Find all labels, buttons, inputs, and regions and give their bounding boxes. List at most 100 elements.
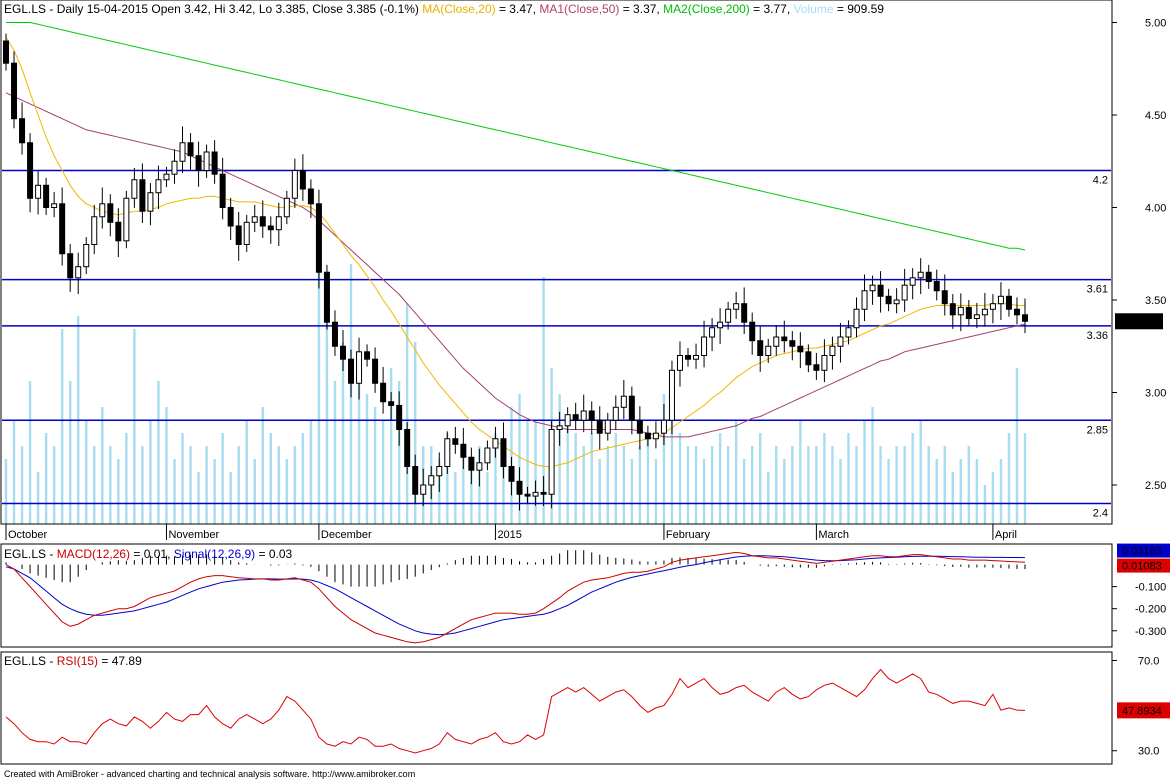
candle-body [564,414,571,427]
moving-averages [5,22,1026,467]
candle-body [660,419,667,434]
volume-bar [887,459,890,524]
volume-bar [718,433,722,524]
level-label: 2.4 [1093,508,1108,520]
candle-body [484,447,491,464]
candle [805,344,812,373]
macd-line [5,551,1026,644]
candle [275,202,282,246]
volume-bar [542,277,545,524]
rsi-tick-label: 70.0 [1138,656,1159,668]
candle [452,426,459,454]
candle-body [211,151,218,175]
macd-tick-label: -0.100 [1135,582,1166,594]
candle-body [636,419,643,434]
volume-bar [502,446,505,524]
candle [75,252,82,295]
candle-body [925,271,932,282]
candle [67,244,74,292]
candle-body [51,203,58,209]
candle-body [540,491,547,495]
volume-bar [686,446,690,524]
volume-bars [4,264,1027,524]
signal-line [5,555,1026,636]
candle-body [508,466,515,482]
candle [1005,288,1012,317]
candle [588,401,595,435]
candle [99,187,106,229]
candle-body [339,345,346,360]
candle-body [107,203,114,223]
candle [556,411,563,446]
ma200-legend: MA2(Close,200) [663,2,750,16]
candle [540,476,547,507]
volume-bar [117,459,120,524]
candle-body [243,221,250,246]
candle-body [580,410,587,421]
volume-bar [622,446,626,524]
volume-bar [414,342,417,524]
volume-bar [951,472,954,524]
candle [155,165,162,209]
volume-bar [654,459,658,524]
candle [43,177,50,215]
candle-body [909,277,916,286]
candle-body [516,480,523,495]
time-axis: October November December 2015 February March… [2,523,1111,541]
candle-body [532,491,539,497]
volume-bar [293,446,297,524]
time-label: December [321,529,372,541]
candle [259,200,266,238]
time-label: April [995,529,1017,541]
time-label: October [8,529,47,541]
volume-bar [919,420,922,524]
volume-bar [470,459,473,524]
volume-bar [863,420,866,524]
volume-bar [534,420,537,524]
rsi-value: = 47.89 [101,654,142,668]
volume-bar [52,446,56,524]
candle-body [548,429,555,495]
volume-bar [125,433,128,524]
candle [685,348,692,367]
volume-bar [269,433,272,524]
candle-body [476,462,483,471]
candle [949,294,956,329]
candle [219,157,226,220]
volume-bar [606,446,609,524]
candle-body [315,203,322,273]
level-label: 3.61 [1087,284,1108,296]
candle-body [620,395,627,408]
time-label: November [168,529,219,541]
candle-body [388,401,395,406]
candle [492,426,499,458]
candle-body [396,404,403,431]
rsi-line [5,668,1026,754]
candle-body [500,438,507,467]
volume-bar [446,433,449,524]
volume-bar [317,264,321,524]
volume-bar [839,459,842,524]
candle [203,144,210,178]
rsi-last-box [1117,702,1170,719]
volume-bar [999,459,1003,524]
volume-bar [566,420,569,524]
candle [893,288,900,314]
last-price-label: 3.385 [1125,316,1153,328]
candle-body [179,142,186,162]
volume-bar [767,472,770,524]
time-label: 2015 [497,529,521,541]
candle-body [187,142,194,157]
candle [19,102,26,155]
volume-bar [799,420,802,524]
volume-bar [903,446,906,524]
candle [339,329,346,372]
volume-bar [197,472,200,524]
price-header: EGL.LS - Daily 15-04-2015 Open 3.42, Hi … [4,2,884,16]
volume-bar [815,446,818,524]
ma200-line [6,22,1026,251]
candle [468,447,475,485]
volume-bar [141,446,144,524]
level-label: 4.2 [1093,175,1108,187]
candle [179,126,186,174]
